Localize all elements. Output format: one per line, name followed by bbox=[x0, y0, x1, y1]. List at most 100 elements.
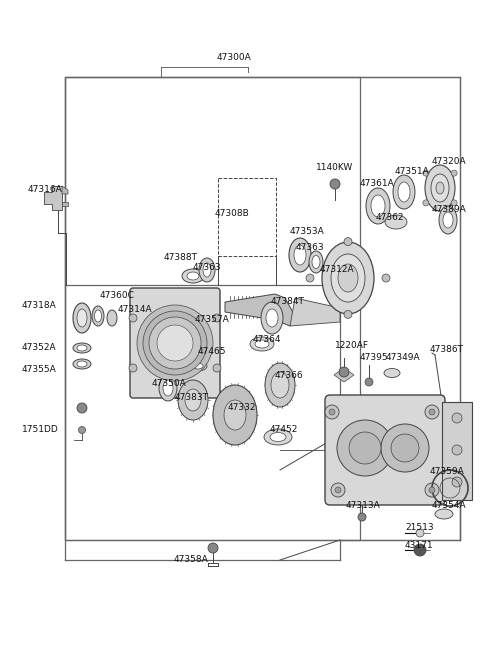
Ellipse shape bbox=[157, 325, 193, 361]
Ellipse shape bbox=[213, 385, 257, 445]
Text: 47300A: 47300A bbox=[216, 54, 252, 62]
Text: 47361A: 47361A bbox=[360, 179, 395, 189]
Circle shape bbox=[344, 238, 352, 246]
Polygon shape bbox=[62, 186, 68, 194]
Circle shape bbox=[425, 483, 439, 497]
Circle shape bbox=[79, 426, 85, 434]
Circle shape bbox=[416, 529, 424, 537]
Circle shape bbox=[382, 274, 390, 282]
Ellipse shape bbox=[443, 212, 453, 228]
Circle shape bbox=[331, 483, 345, 497]
Ellipse shape bbox=[294, 245, 306, 265]
Text: 47360C: 47360C bbox=[100, 291, 135, 299]
Circle shape bbox=[414, 544, 426, 556]
Text: 47395: 47395 bbox=[360, 354, 389, 362]
Circle shape bbox=[213, 364, 221, 372]
Ellipse shape bbox=[266, 309, 278, 327]
Text: 47316A: 47316A bbox=[28, 185, 63, 195]
FancyBboxPatch shape bbox=[130, 288, 220, 398]
Ellipse shape bbox=[435, 509, 453, 519]
Text: 47308B: 47308B bbox=[215, 208, 250, 217]
Ellipse shape bbox=[224, 400, 246, 430]
Polygon shape bbox=[62, 202, 68, 206]
Text: 47320A: 47320A bbox=[432, 157, 467, 166]
Ellipse shape bbox=[385, 215, 407, 229]
Circle shape bbox=[452, 413, 462, 423]
Text: 47383T: 47383T bbox=[175, 392, 209, 402]
Text: 47353A: 47353A bbox=[290, 227, 325, 236]
Circle shape bbox=[349, 432, 381, 464]
Text: 47350A: 47350A bbox=[152, 379, 187, 388]
Circle shape bbox=[429, 409, 435, 415]
Ellipse shape bbox=[271, 372, 289, 398]
Ellipse shape bbox=[338, 264, 358, 292]
Circle shape bbox=[306, 274, 314, 282]
Circle shape bbox=[325, 405, 339, 419]
Text: 47313A: 47313A bbox=[346, 500, 381, 510]
Circle shape bbox=[335, 487, 341, 493]
Text: 47362: 47362 bbox=[376, 214, 405, 223]
Ellipse shape bbox=[189, 361, 207, 371]
Ellipse shape bbox=[92, 306, 104, 326]
Ellipse shape bbox=[393, 175, 415, 209]
Text: 47388T: 47388T bbox=[164, 252, 198, 261]
Text: 47363: 47363 bbox=[193, 263, 222, 272]
Ellipse shape bbox=[265, 363, 295, 407]
Circle shape bbox=[213, 314, 221, 322]
Text: 47351A: 47351A bbox=[395, 168, 430, 176]
Circle shape bbox=[129, 364, 137, 372]
Text: 47349A: 47349A bbox=[386, 354, 420, 362]
Ellipse shape bbox=[163, 380, 173, 396]
Ellipse shape bbox=[178, 380, 208, 420]
Polygon shape bbox=[44, 186, 62, 210]
Ellipse shape bbox=[371, 195, 385, 217]
Text: 47364: 47364 bbox=[253, 335, 281, 345]
Ellipse shape bbox=[77, 361, 87, 367]
Ellipse shape bbox=[270, 432, 286, 441]
Ellipse shape bbox=[384, 369, 400, 377]
Ellipse shape bbox=[73, 343, 91, 353]
Circle shape bbox=[423, 170, 429, 176]
Circle shape bbox=[429, 487, 435, 493]
Ellipse shape bbox=[182, 269, 204, 283]
Text: 47384T: 47384T bbox=[271, 297, 305, 307]
Text: 1751DD: 1751DD bbox=[22, 426, 59, 434]
Ellipse shape bbox=[312, 255, 320, 269]
Bar bbox=[442, 402, 472, 500]
Ellipse shape bbox=[193, 363, 203, 369]
Text: 47332: 47332 bbox=[228, 403, 256, 411]
Text: 43171: 43171 bbox=[405, 542, 433, 550]
Text: 47465: 47465 bbox=[198, 348, 227, 356]
Ellipse shape bbox=[331, 254, 365, 302]
Ellipse shape bbox=[250, 337, 274, 351]
Text: 21513: 21513 bbox=[405, 523, 433, 533]
Ellipse shape bbox=[159, 375, 177, 401]
Circle shape bbox=[365, 378, 373, 386]
Text: 47314A: 47314A bbox=[118, 305, 153, 314]
Ellipse shape bbox=[73, 303, 91, 333]
Circle shape bbox=[129, 314, 137, 322]
Ellipse shape bbox=[436, 182, 444, 194]
Ellipse shape bbox=[187, 272, 199, 280]
Circle shape bbox=[208, 543, 218, 553]
Circle shape bbox=[391, 434, 419, 462]
Polygon shape bbox=[290, 298, 340, 326]
Text: 47386T: 47386T bbox=[430, 345, 464, 354]
Circle shape bbox=[330, 179, 340, 189]
Ellipse shape bbox=[147, 315, 203, 371]
Ellipse shape bbox=[425, 165, 455, 211]
Text: 47355A: 47355A bbox=[22, 365, 57, 375]
FancyBboxPatch shape bbox=[325, 395, 445, 505]
Text: 47312A: 47312A bbox=[320, 265, 355, 274]
Text: 1220AF: 1220AF bbox=[335, 341, 369, 350]
Ellipse shape bbox=[149, 317, 201, 369]
Circle shape bbox=[423, 200, 429, 206]
Text: 47318A: 47318A bbox=[22, 301, 57, 310]
Text: 47366: 47366 bbox=[275, 371, 304, 381]
Ellipse shape bbox=[439, 206, 457, 234]
Circle shape bbox=[381, 424, 429, 472]
Bar bbox=[65, 77, 360, 540]
Polygon shape bbox=[225, 294, 295, 326]
Ellipse shape bbox=[261, 302, 283, 334]
Ellipse shape bbox=[107, 310, 117, 326]
